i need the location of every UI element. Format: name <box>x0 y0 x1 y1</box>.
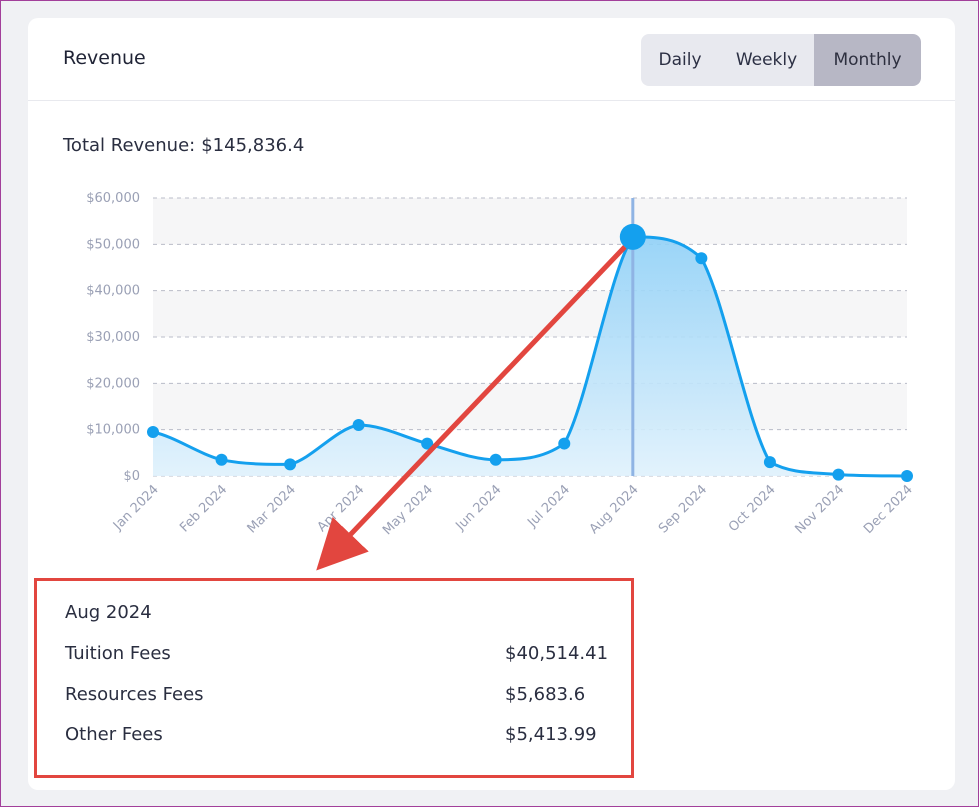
data-point[interactable] <box>832 468 845 481</box>
data-point[interactable] <box>763 456 776 469</box>
annotation-arrow-line <box>316 245 627 571</box>
tooltip-panel: Aug 2024 Tuition Fees $40,514.41 Resourc… <box>34 578 634 778</box>
x-axis-ticks: Jan 2024 Feb 2024 Mar 2024 Apr 2024 May 2024… <box>110 482 916 538</box>
data-point[interactable] <box>421 437 434 450</box>
data-point[interactable] <box>284 458 297 471</box>
y-tick-label: $50,000 <box>86 237 140 252</box>
tooltip-row-value: $5,683.6 <box>505 684 586 705</box>
card-header: Revenue Daily Weekly Monthly <box>28 18 955 101</box>
data-point[interactable] <box>558 437 571 450</box>
tooltip-row-label: Tuition Fees <box>65 643 171 664</box>
tooltip-title: Aug 2024 <box>65 602 152 623</box>
chart-band <box>153 383 907 430</box>
tooltip-row-label: Other Fees <box>65 724 163 745</box>
x-tick-label: Jan 2024 <box>110 482 162 534</box>
tooltip-row-label: Resources Fees <box>65 684 204 705</box>
chart-band <box>153 198 907 245</box>
total-revenue-value: $145,836.4 <box>201 135 305 156</box>
data-point[interactable] <box>215 453 228 466</box>
data-point[interactable] <box>901 470 913 482</box>
annotation-arrow <box>316 245 627 571</box>
period-toggle: Daily Weekly Monthly <box>641 34 921 86</box>
x-tick-label: Nov 2024 <box>792 482 847 537</box>
revenue-area <box>153 236 907 476</box>
monthly-button[interactable]: Monthly <box>814 34 921 86</box>
x-tick-label: Mar 2024 <box>245 482 299 536</box>
x-tick-label: Dec 2024 <box>861 482 916 537</box>
y-tick-label: $60,000 <box>86 191 140 206</box>
tooltip-row-value: $5,413.99 <box>505 724 597 745</box>
x-tick-label: Aug 2024 <box>587 482 642 537</box>
card-title: Revenue <box>63 47 146 69</box>
x-tick-label: May 2024 <box>380 482 436 538</box>
chart-bands <box>153 198 907 430</box>
total-revenue: Total Revenue: $145,836.4 <box>63 135 304 156</box>
data-point[interactable] <box>352 419 365 432</box>
y-axis-ticks: $0 $10,000 $20,000 $30,000 $40,000 $50,000 $60… <box>86 191 140 484</box>
y-tick-label: $40,000 <box>86 284 140 299</box>
x-tick-label: Jun 2024 <box>453 482 505 534</box>
revenue-line <box>152 235 908 478</box>
daily-button[interactable]: Daily <box>658 50 702 70</box>
weekly-button[interactable]: Weekly <box>735 50 798 70</box>
tooltip-row-value: $40,514.41 <box>505 643 609 664</box>
y-tick-label: $20,000 <box>86 376 140 391</box>
x-tick-label: Feb 2024 <box>177 482 230 535</box>
y-tick-label: $0 <box>123 469 140 484</box>
x-tick-label: Sep 2024 <box>656 482 710 536</box>
y-tick-label: $10,000 <box>86 423 140 438</box>
y-tick-label: $30,000 <box>86 330 140 345</box>
chart-band <box>153 290 907 337</box>
total-revenue-label: Total Revenue: <box>63 135 196 156</box>
x-tick-label: Oct 2024 <box>726 482 779 535</box>
data-point[interactable] <box>147 425 159 438</box>
x-tick-label: Jul 2024 <box>524 482 573 531</box>
chart-points <box>147 223 913 482</box>
data-point[interactable] <box>695 252 708 265</box>
data-point[interactable] <box>489 453 502 466</box>
highlight-point[interactable] <box>619 223 646 250</box>
